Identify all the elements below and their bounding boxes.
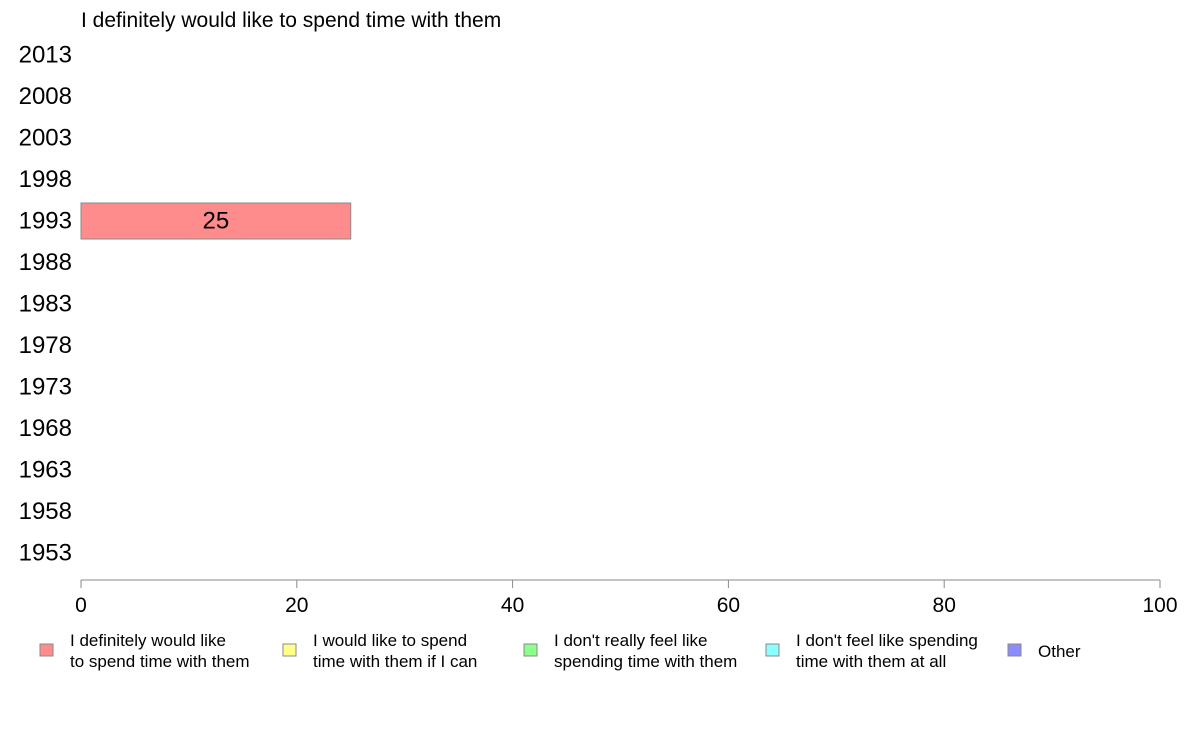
legend-label: spending time with them	[554, 652, 737, 671]
legend-label: I definitely would like	[70, 631, 226, 650]
legend-item: I would like to spend time with them if I…	[282, 631, 477, 671]
x-tick-label: 80	[933, 594, 956, 617]
y-tick-label: 1998	[19, 166, 72, 193]
y-tick-label: 1953	[19, 540, 72, 567]
legend-item: I definitely would like to spend time wit…	[39, 631, 250, 671]
y-tick-label: 1968	[19, 415, 72, 442]
y-tick-label: 2003	[19, 125, 72, 152]
y-tick-label: 2008	[19, 83, 72, 110]
y-tick-label: 1988	[19, 249, 72, 276]
legend-swatch	[39, 643, 54, 657]
data-label: 25	[203, 208, 230, 235]
legend-label: time with them at all	[796, 652, 946, 671]
legend-swatch	[523, 643, 538, 657]
x-tick-label: 0	[75, 594, 87, 617]
legend-swatch	[1007, 643, 1022, 657]
legend-item: Other	[1007, 642, 1081, 661]
y-tick-label: 1973	[19, 374, 72, 401]
legend-label: I don't feel like spending	[796, 631, 978, 650]
x-tick-label: 20	[285, 594, 308, 617]
y-tick-label: 1983	[19, 291, 72, 318]
legend-label: to spend time with them	[70, 652, 250, 671]
x-tick-label: 100	[1142, 594, 1177, 617]
legend-item: I don't feel like spending time with them…	[765, 631, 978, 671]
y-tick-label: 1993	[19, 208, 72, 235]
y-tick-label: 2013	[19, 42, 72, 69]
legend-label: Other	[1038, 642, 1081, 661]
legend-label: I would like to spend	[313, 631, 467, 650]
x-tick-label: 40	[501, 594, 524, 617]
legend-swatch	[282, 643, 297, 657]
legend-swatch	[765, 643, 780, 657]
x-axis: 0 20 40 60 80 100	[75, 579, 1178, 617]
y-tick-label: 1978	[19, 332, 72, 359]
legend-label: time with them if I can	[313, 652, 477, 671]
legend-label: I don't really feel like	[554, 631, 708, 650]
chart-title: I definitely would like to spend time wi…	[81, 9, 501, 32]
legend-item: I don't really feel like spending time wi…	[523, 631, 737, 671]
legend: I definitely would like to spend time wit…	[39, 631, 1081, 671]
y-tick-label: 1958	[19, 498, 72, 525]
x-tick-label: 60	[717, 594, 740, 617]
y-tick-label: 1963	[19, 457, 72, 484]
bar	[80, 202, 352, 240]
y-axis: 2013 2008 2003 1998 1993 1988 1983 1978 1973 1968…	[19, 42, 72, 567]
bars: 25	[80, 202, 352, 240]
